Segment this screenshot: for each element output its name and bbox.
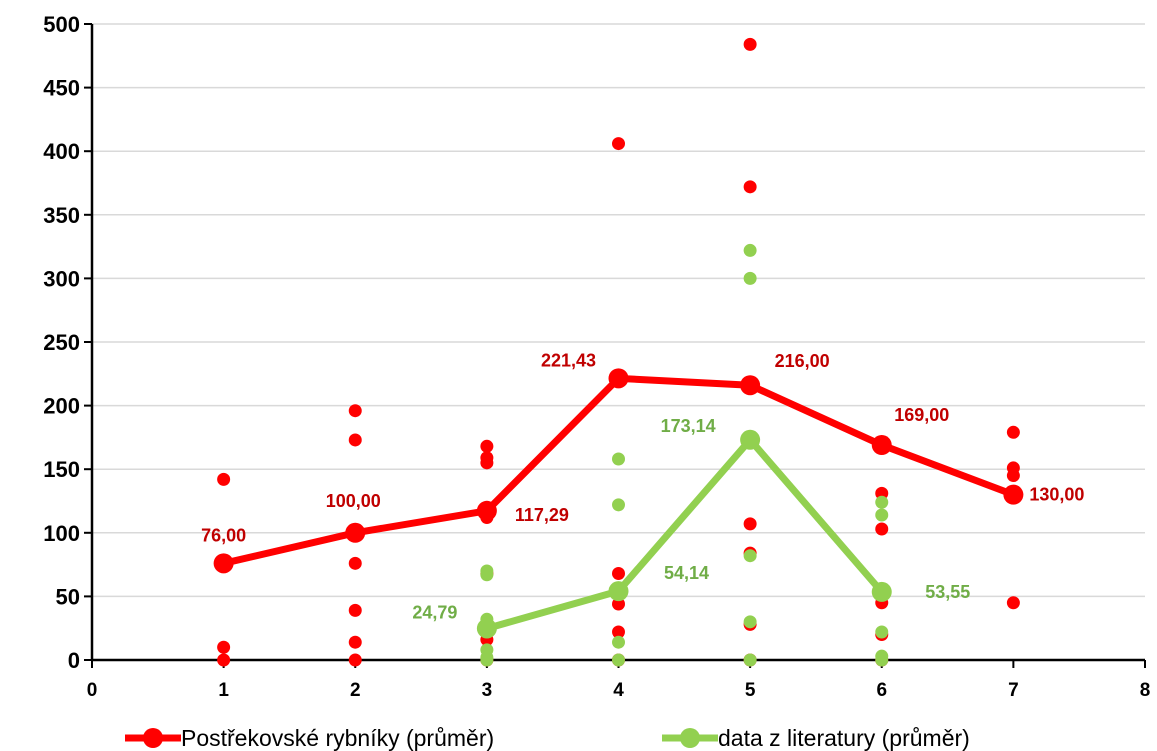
x-tick-label-4: 4 <box>613 680 624 701</box>
scatter-point-s1-6 <box>612 452 625 466</box>
scatter-point-s1-5 <box>480 653 494 667</box>
data-labels: 76,00 100,00 117,29 221,43 216,00 169,00 130,0… <box>201 350 1084 622</box>
scatter-point-s1-14 <box>743 653 757 667</box>
legend-marker-1 <box>680 728 700 748</box>
scatter-point-s0-11 <box>480 456 494 470</box>
scatter-point-s0-3 <box>348 404 362 418</box>
scatter-point-s0-16 <box>612 137 625 151</box>
y-tick-label-250: 250 <box>43 330 80 355</box>
data-label-s0-2: 117,29 <box>515 505 569 525</box>
y-tick-label-500: 500 <box>43 12 80 37</box>
scatter-point-s0-17 <box>612 567 625 581</box>
series-marker-s1-1 <box>608 581 629 602</box>
scatter-point-s0-6 <box>348 603 362 617</box>
scatter-points <box>217 37 1020 667</box>
scatter-point-s0-9 <box>480 439 494 453</box>
x-tick-label-3: 3 <box>482 680 493 701</box>
scatter-point-s1-15 <box>875 495 889 509</box>
scatter-point-s1-19 <box>875 653 889 667</box>
scatter-point-s1-10 <box>743 243 757 257</box>
data-label-s1-3: 53,55 <box>925 582 970 602</box>
series-marker-s0-3 <box>608 368 629 389</box>
y-tick-label-50: 50 <box>56 584 80 609</box>
x-tick-label-0: 0 <box>87 680 98 701</box>
series-marker-s0-5 <box>871 435 892 456</box>
x-tick-label-8: 8 <box>1140 680 1151 701</box>
y-tick-label-150: 150 <box>43 457 80 482</box>
scatter-point-s0-18 <box>612 597 625 611</box>
y-tick-label-400: 400 <box>43 139 80 164</box>
y-tick-label-100: 100 <box>43 521 80 546</box>
series-marker-s0-4 <box>740 375 761 396</box>
scatter-point-s1-7 <box>612 498 625 512</box>
scatter-point-s1-11 <box>743 271 757 285</box>
scatter-point-s0-7 <box>348 635 362 649</box>
scatter-point-s0-2 <box>217 653 231 667</box>
scatter-point-s1-16 <box>875 508 889 522</box>
scatter-point-s1-17 <box>875 625 889 639</box>
scatter-point-s0-22 <box>743 180 757 194</box>
legend-label-1: data z literatury (průměr) <box>718 725 970 751</box>
scatter-point-s0-28 <box>875 522 889 536</box>
data-label-s1-1: 54,14 <box>664 563 709 583</box>
series-marker-s0-6 <box>1003 484 1024 505</box>
scatter-point-s0-35 <box>1006 596 1020 610</box>
scatter-point-s0-27 <box>875 486 889 500</box>
series-marker-s1-2 <box>740 429 761 450</box>
x-axis-ticks: 0 1 2 3 4 5 6 7 8 <box>87 660 1151 701</box>
y-tick-label-0: 0 <box>68 648 80 673</box>
data-label-s0-1: 100,00 <box>326 491 381 511</box>
scatter-point-s0-8 <box>348 653 362 667</box>
series-marker-s0-2 <box>476 500 497 521</box>
scatter-point-s0-21 <box>743 37 757 51</box>
data-label-s0-6: 130,00 <box>1029 485 1084 505</box>
series-line-1 <box>483 436 886 632</box>
data-label-s0-0: 76,00 <box>201 525 246 545</box>
scatter-point-s0-34 <box>1006 469 1020 483</box>
scatter-point-s0-19 <box>612 625 625 639</box>
y-axis-ticks: 0 50 100 150 200 250 300 350 400 450 500 <box>43 12 92 673</box>
scatter-point-s0-5 <box>348 556 362 570</box>
scatter-point-s0-1 <box>217 640 231 654</box>
x-tick-label-2: 2 <box>350 680 361 701</box>
series-marker-s0-1 <box>345 522 366 543</box>
scatter-point-s1-12 <box>743 549 757 563</box>
scatter-point-s0-0 <box>217 472 231 486</box>
scatter-point-s1-8 <box>612 635 625 649</box>
data-label-s1-0: 24,79 <box>412 602 457 622</box>
y-tick-label-350: 350 <box>43 203 80 228</box>
y-tick-label-300: 300 <box>43 266 80 291</box>
data-label-s1-2: 173,14 <box>661 416 716 436</box>
data-label-s0-5: 169,00 <box>894 405 949 425</box>
series-marker-s1-3 <box>871 581 892 602</box>
data-label-s0-3: 221,43 <box>541 350 596 370</box>
x-tick-label-6: 6 <box>876 680 887 701</box>
series-marker-s1-0 <box>476 618 497 639</box>
legend: Postřekovské rybníky (průměr) data z lite… <box>125 725 970 751</box>
series-marker-s0-0 <box>213 553 234 574</box>
series-lines <box>213 368 1024 639</box>
gridlines <box>92 23 1145 598</box>
x-tick-label-5: 5 <box>745 680 756 701</box>
y-tick-label-450: 450 <box>43 76 80 101</box>
data-label-s0-4: 216,00 <box>775 351 830 371</box>
scatter-point-s0-4 <box>348 433 362 447</box>
scatter-point-s1-1 <box>480 568 494 582</box>
scatter-point-s0-32 <box>1006 425 1020 439</box>
y-tick-label-200: 200 <box>43 394 80 419</box>
x-tick-label-1: 1 <box>218 680 229 701</box>
legend-label-0: Postřekovské rybníky (průměr) <box>181 725 494 751</box>
scatter-point-s1-9 <box>612 653 625 667</box>
legend-marker-0 <box>143 728 163 748</box>
scatter-point-s1-13 <box>743 615 757 629</box>
x-tick-label-7: 7 <box>1008 680 1019 701</box>
scatter-point-s0-23 <box>743 517 757 531</box>
